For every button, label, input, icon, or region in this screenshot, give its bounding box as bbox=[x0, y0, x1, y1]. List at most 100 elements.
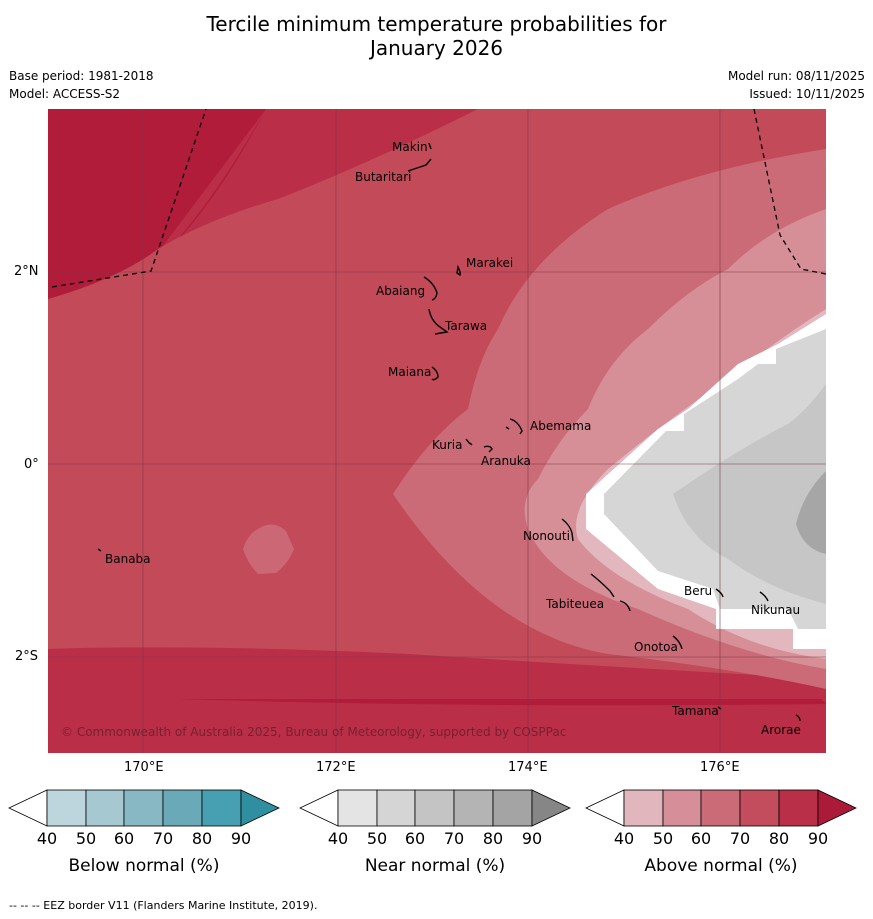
cb-above-tick: 70 bbox=[730, 829, 750, 848]
cb-above-60-70 bbox=[700, 789, 741, 827]
lon-tick-176e: 176°E bbox=[700, 760, 740, 775]
island-beru bbox=[715, 588, 724, 598]
cb-above-label: Above normal (%) bbox=[644, 856, 797, 876]
cb-near-50-60 bbox=[376, 789, 416, 827]
meta-right: Model run: 08/11/2025 Issued: 10/11/2025 bbox=[728, 67, 865, 103]
base-period: Base period: 1981-2018 bbox=[9, 69, 154, 83]
issued-date: Issued: 10/11/2025 bbox=[749, 87, 865, 101]
cb-below-50-60 bbox=[85, 789, 125, 827]
label-butaritari: Butaritari bbox=[355, 170, 412, 184]
eez-border bbox=[51, 109, 826, 288]
island-onotoa bbox=[672, 635, 683, 650]
label-tarawa: Tarawa bbox=[444, 319, 487, 333]
label-maiana: Maiana bbox=[388, 365, 431, 379]
cb-below-ticks: 40 50 60 70 80 90 bbox=[37, 829, 251, 848]
island-nikunau bbox=[759, 591, 769, 602]
chart-title: Tercile minimum temperature probabilitie… bbox=[0, 12, 873, 60]
label-nonouti: Nonouti bbox=[523, 529, 570, 543]
island-banaba bbox=[97, 548, 102, 552]
cb-above-max-arrow bbox=[817, 789, 857, 827]
label-tamana: Tamana bbox=[671, 704, 719, 718]
island-maiana bbox=[431, 366, 439, 381]
cb-below-80-90 bbox=[201, 789, 242, 827]
cb-below-tick: 50 bbox=[76, 829, 96, 848]
island-marakei bbox=[456, 264, 461, 277]
label-arorae: Arorae bbox=[761, 723, 801, 737]
lat-tick-2s: 2°S bbox=[15, 649, 39, 664]
cb-above-40-50 bbox=[623, 789, 664, 827]
prob-patch-60-banaba bbox=[243, 524, 294, 574]
island-shapes bbox=[97, 142, 801, 722]
cb-near-tick: 60 bbox=[405, 829, 425, 848]
cb-near-80-90 bbox=[492, 789, 533, 827]
island-tamana bbox=[717, 706, 722, 710]
colorbar-below-normal bbox=[8, 789, 280, 827]
cb-near-tick: 90 bbox=[522, 829, 542, 848]
cb-near-ticks: 40 50 60 70 80 90 bbox=[328, 829, 542, 848]
colorbars: 40 50 60 70 80 90 Below normal (%) 40 50… bbox=[8, 789, 857, 876]
island-labels: Makin Butaritari Marakei Abaiang Tarawa … bbox=[105, 140, 801, 737]
island-arorae bbox=[795, 714, 801, 722]
label-tabiteuea: Tabiteuea bbox=[545, 597, 604, 611]
lon-tick-174e: 174°E bbox=[508, 760, 548, 775]
label-abaiang: Abaiang bbox=[376, 284, 425, 298]
near-band-50 bbox=[673, 384, 826, 604]
title-line-2: January 2026 bbox=[369, 36, 504, 60]
cb-below-min-arrow bbox=[8, 789, 48, 827]
cb-below-70-80 bbox=[162, 789, 203, 827]
cb-below-tick: 70 bbox=[153, 829, 173, 848]
cb-above-50-60 bbox=[662, 789, 702, 827]
cb-below-40-50 bbox=[46, 789, 87, 827]
cb-above-tick: 40 bbox=[614, 829, 634, 848]
island-butaritari bbox=[407, 158, 432, 172]
island-nonouti bbox=[561, 518, 574, 542]
cb-above-70-80 bbox=[739, 789, 780, 827]
cb-near-40-50 bbox=[337, 789, 378, 827]
island-makin bbox=[428, 142, 432, 150]
cb-near-max-arrow bbox=[531, 789, 571, 827]
cb-below-max-arrow bbox=[240, 789, 280, 827]
cb-below-label: Below normal (%) bbox=[69, 856, 220, 876]
near-band-60 bbox=[796, 471, 826, 554]
cb-near-tick: 50 bbox=[367, 829, 387, 848]
cb-near-tick: 40 bbox=[328, 829, 348, 848]
cb-near-label: Near normal (%) bbox=[365, 856, 505, 876]
island-kuria bbox=[465, 438, 473, 446]
cb-near-tick: 80 bbox=[483, 829, 503, 848]
island-abaiang bbox=[423, 276, 438, 301]
island-aranuka bbox=[483, 445, 493, 453]
label-aranuka: Aranuka bbox=[481, 454, 531, 468]
label-kuria: Kuria bbox=[432, 438, 463, 452]
label-nikunau: Nikunau bbox=[751, 603, 800, 617]
cb-above-tick: 90 bbox=[808, 829, 828, 848]
island-tabiteuea bbox=[590, 573, 631, 612]
label-onotoa: Onotoa bbox=[634, 640, 678, 654]
cb-below-tick: 40 bbox=[37, 829, 57, 848]
cb-below-tick: 80 bbox=[192, 829, 212, 848]
cb-near-60-70 bbox=[414, 789, 455, 827]
label-abemama: Abemama bbox=[530, 419, 591, 433]
cb-above-tick: 50 bbox=[653, 829, 673, 848]
island-abemama bbox=[505, 418, 523, 435]
eez-border-west bbox=[51, 109, 207, 288]
lon-tick-172e: 172°E bbox=[316, 760, 356, 775]
eez-border-east bbox=[753, 109, 826, 275]
cb-above-80-90 bbox=[778, 789, 819, 827]
cb-above-ticks: 40 50 60 70 80 90 bbox=[614, 829, 828, 848]
cb-below-60-70 bbox=[123, 789, 164, 827]
colorbar-near-normal bbox=[299, 789, 571, 827]
cb-above-tick: 80 bbox=[769, 829, 789, 848]
footer-note: -- -- -- EEZ border V11 (Flanders Marine… bbox=[9, 899, 318, 912]
grid-lines bbox=[48, 109, 826, 753]
label-banaba: Banaba bbox=[105, 552, 151, 566]
meta-left: Base period: 1981-2018 Model: ACCESS-S2 bbox=[9, 67, 154, 103]
model-name: Model: ACCESS-S2 bbox=[9, 87, 121, 101]
label-beru: Beru bbox=[684, 584, 712, 598]
map-panel[interactable]: Makin Butaritari Marakei Abaiang Tarawa … bbox=[48, 109, 826, 753]
cb-near-tick: 70 bbox=[444, 829, 464, 848]
lat-tick-0: 0° bbox=[24, 457, 39, 472]
cb-above-min-arrow bbox=[585, 789, 625, 827]
map-svg: Makin Butaritari Marakei Abaiang Tarawa … bbox=[48, 109, 826, 753]
cb-below-tick: 60 bbox=[114, 829, 134, 848]
label-makin: Makin bbox=[392, 140, 428, 154]
